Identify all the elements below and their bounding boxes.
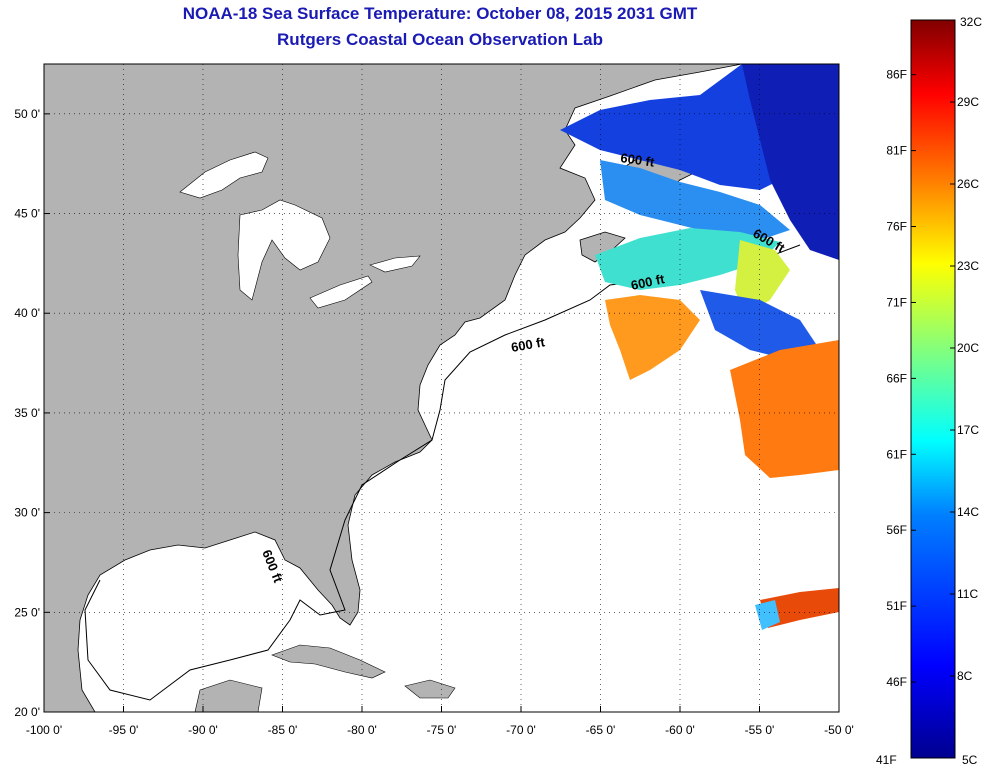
lon-tick-label: -100 0' [26,723,62,737]
land-north-america [44,64,743,712]
lat-tick-label: 25 0' [14,605,40,619]
lake-superior [179,151,269,199]
lat-tick-label: 50 0' [14,107,40,121]
axis-ticks: -100 0' -95 0' -90 0' -85 0' -80 0' -75 0' -70… [14,107,853,737]
colorbar-c-label: 26C [957,177,979,191]
colorbar-f-label: 46F [886,675,907,689]
colorbar-c-label: 20C [957,341,979,355]
colorbar-f-label: 51F [886,599,907,613]
colorbar-c-label: 14C [957,505,979,519]
colorbar-f-label: 71F [886,295,907,309]
isobath-600ft [84,244,801,701]
map-title: NOAA-18 Sea Surface Temperature: October… [182,4,698,23]
lon-tick-label: -85 0' [268,723,298,737]
colorbar-f-label: 86F [886,68,907,82]
colorbar-ticks: 29C 26C 23C 20C 17C 14C 11C 8C 86F 81F 76F 71F 66F 61… [886,68,979,689]
colorbar-max-label: 32C [960,15,982,29]
lake-erie-ontario [309,255,421,309]
contour-label-georges-bank: 600 ft [630,271,667,293]
colorbar-min-label: 5C [962,753,978,767]
map-grid [44,64,839,712]
lake-michigan-huron [237,199,331,301]
colorbar-c-label: 11C [957,587,978,601]
colorbar-min-f-label: 41F [876,753,897,767]
lon-tick-label: -70 0' [506,723,536,737]
colorbar-c-label: 23C [957,259,979,273]
colorbar-f-label: 76F [886,220,907,234]
lon-tick-label: -50 0' [824,723,854,737]
lat-tick-label: 20 0' [14,705,40,719]
map-subtitle: Rutgers Coastal Ocean Observation Lab [277,30,603,49]
lon-tick-label: -75 0' [427,723,457,737]
lon-tick-label: -65 0' [586,723,616,737]
lon-tick-label: -95 0' [109,723,139,737]
colorbar-c-label: 8C [957,669,973,683]
lon-tick-label: -60 0' [665,723,695,737]
colorbar-c-label: 29C [957,95,979,109]
land-cuba [271,644,386,679]
sst-data [560,64,839,630]
lat-tick-label: 30 0' [14,506,40,520]
colorbar-f-label: 61F [886,447,907,461]
colorbar [910,19,956,759]
lat-tick-label: 40 0' [14,306,40,320]
contour-label-bay-of-fundy: 600 ft [620,150,656,170]
contour-label-mid-atlantic: 600 ft [510,334,547,355]
colorbar-f-label: 56F [886,523,907,537]
land-hispaniola [404,679,456,699]
land-yucatan [194,679,263,712]
lat-tick-label: 45 0' [14,207,40,221]
lon-tick-label: -55 0' [745,723,775,737]
colorbar-f-label: 66F [886,371,907,385]
lon-tick-label: -80 0' [347,723,377,737]
colorbar-f-label: 81F [886,144,907,158]
colorbar-c-label: 17C [957,423,979,437]
lon-tick-label: -90 0' [188,723,218,737]
lat-tick-label: 35 0' [14,406,40,420]
